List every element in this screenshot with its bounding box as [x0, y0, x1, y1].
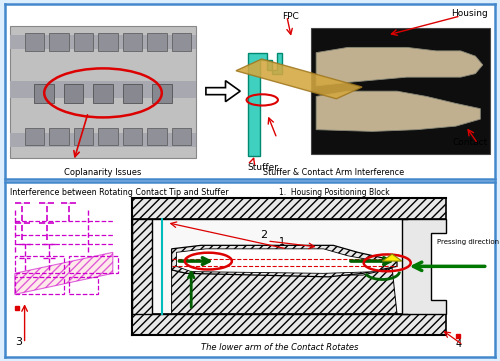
FancyBboxPatch shape — [74, 33, 93, 51]
FancyBboxPatch shape — [10, 35, 196, 49]
Polygon shape — [382, 254, 402, 261]
FancyBboxPatch shape — [74, 128, 93, 145]
Polygon shape — [316, 47, 483, 86]
FancyBboxPatch shape — [93, 84, 113, 103]
FancyBboxPatch shape — [152, 84, 172, 103]
Text: 1.  Housing Positioning Block: 1. Housing Positioning Block — [280, 188, 390, 196]
Polygon shape — [206, 81, 240, 102]
Polygon shape — [402, 219, 446, 314]
Text: Stuffer: Stuffer — [248, 163, 278, 172]
Text: 1: 1 — [280, 237, 285, 247]
FancyBboxPatch shape — [98, 33, 117, 51]
FancyBboxPatch shape — [10, 26, 196, 158]
FancyBboxPatch shape — [10, 133, 196, 147]
Text: 2: 2 — [260, 230, 267, 240]
Text: The lower arm of the Contact Rotates: The lower arm of the Contact Rotates — [200, 343, 358, 352]
FancyBboxPatch shape — [98, 128, 117, 145]
FancyBboxPatch shape — [132, 314, 446, 335]
Text: Contact: Contact — [452, 138, 488, 147]
FancyBboxPatch shape — [64, 84, 84, 103]
FancyBboxPatch shape — [34, 84, 54, 103]
Text: 3: 3 — [15, 337, 22, 347]
Text: Housing: Housing — [451, 9, 488, 18]
Text: Pressing direction: Pressing direction — [437, 239, 499, 245]
FancyBboxPatch shape — [152, 219, 407, 314]
FancyBboxPatch shape — [147, 33, 167, 51]
FancyBboxPatch shape — [132, 219, 152, 314]
Text: Stuffer & Contact Arm Interference: Stuffer & Contact Arm Interference — [262, 168, 404, 177]
FancyBboxPatch shape — [122, 84, 142, 103]
FancyBboxPatch shape — [311, 28, 490, 154]
Text: 3.  Stuffer: 3. Stuffer — [280, 233, 318, 242]
FancyBboxPatch shape — [24, 33, 44, 51]
Polygon shape — [172, 268, 397, 314]
Polygon shape — [316, 91, 480, 131]
FancyBboxPatch shape — [172, 128, 191, 145]
Text: FPC: FPC — [282, 12, 298, 21]
Text: 2.  Plastic Crumbs Accumulated: 2. Plastic Crumbs Accumulated — [280, 210, 401, 219]
Polygon shape — [172, 245, 397, 277]
FancyBboxPatch shape — [172, 33, 191, 51]
Polygon shape — [236, 59, 362, 99]
FancyBboxPatch shape — [132, 198, 446, 219]
Polygon shape — [15, 252, 113, 294]
Polygon shape — [248, 53, 282, 156]
Text: Interference between Rotating Contact Tip and Stuffer: Interference between Rotating Contact Ti… — [10, 188, 228, 196]
FancyBboxPatch shape — [122, 33, 142, 51]
Text: 4: 4 — [456, 339, 462, 349]
Text: Coplanarity Issues: Coplanarity Issues — [64, 168, 142, 177]
FancyBboxPatch shape — [24, 128, 44, 145]
Text: 4.  Contact: 4. Contact — [280, 256, 322, 265]
Polygon shape — [176, 249, 387, 273]
FancyBboxPatch shape — [147, 128, 167, 145]
FancyBboxPatch shape — [49, 33, 68, 51]
FancyBboxPatch shape — [122, 128, 142, 145]
FancyBboxPatch shape — [49, 128, 68, 145]
FancyBboxPatch shape — [10, 81, 196, 98]
